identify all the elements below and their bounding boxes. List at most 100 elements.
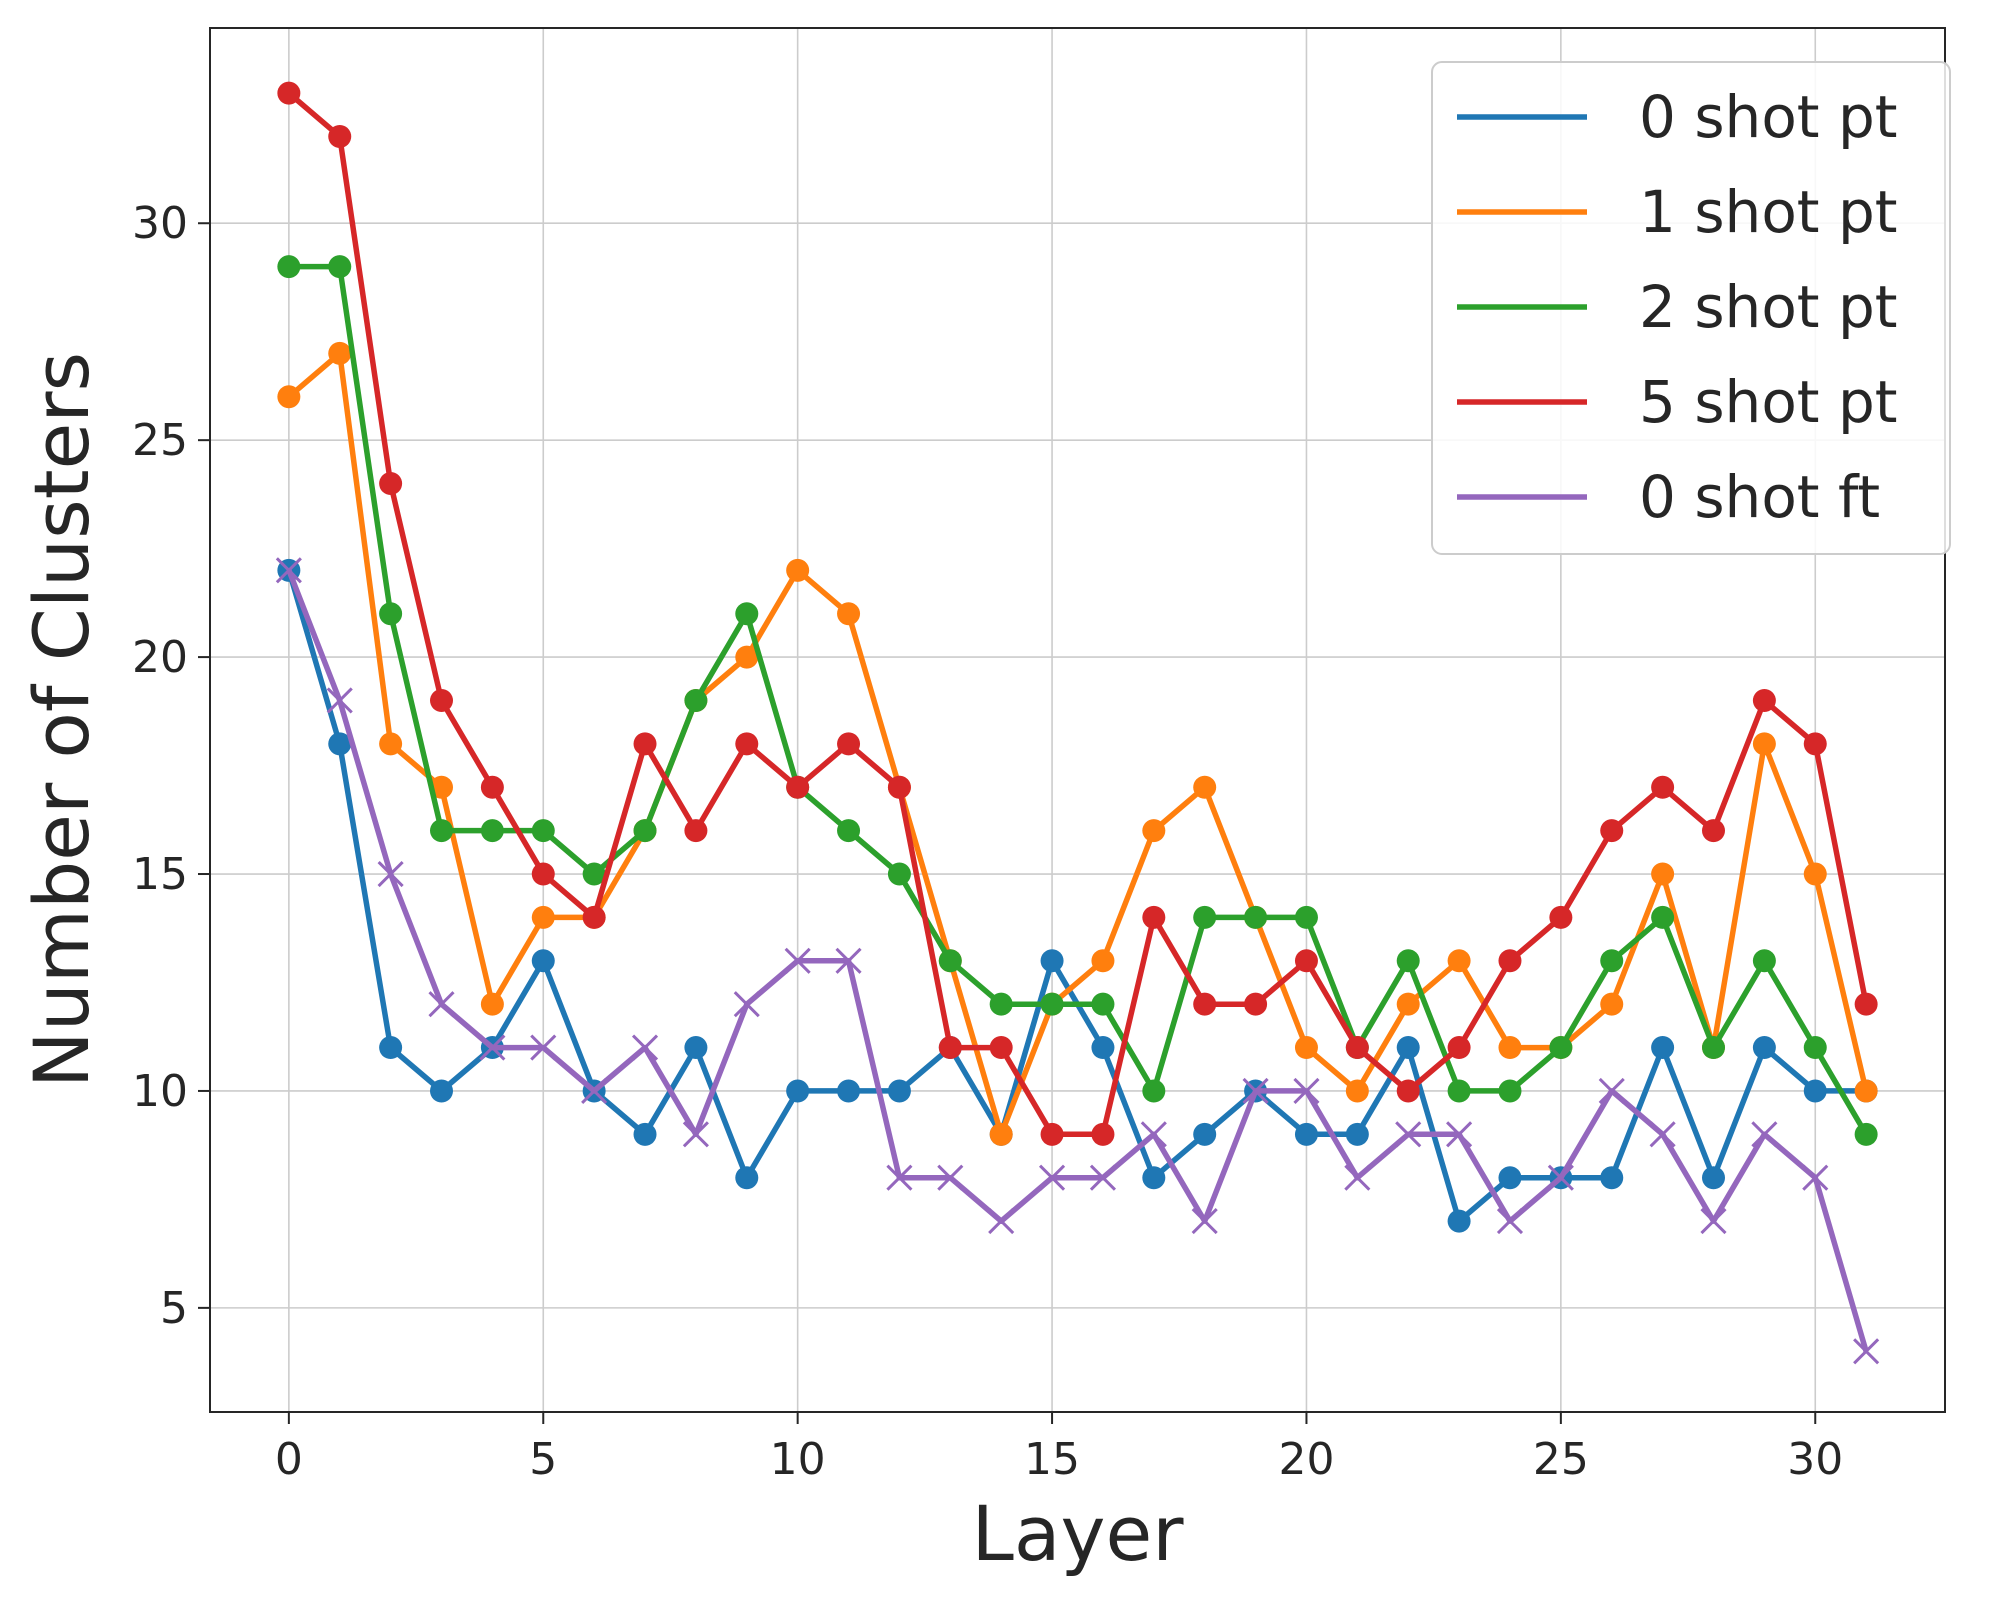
data-point — [277, 255, 301, 279]
data-point — [430, 1079, 454, 1103]
data-point-x — [1853, 1338, 1880, 1365]
data-point — [1040, 949, 1064, 973]
data-point — [480, 992, 504, 1016]
x-tick-label: 15 — [1024, 1434, 1080, 1485]
data-point-x — [1293, 1077, 1320, 1105]
data-point — [887, 1079, 911, 1103]
data-point — [1142, 1166, 1166, 1190]
data-point — [633, 1122, 657, 1146]
data-point-x — [326, 687, 353, 714]
data-point — [1498, 1036, 1522, 1060]
data-point — [1294, 1036, 1318, 1060]
data-point — [684, 819, 708, 843]
data-point — [1803, 1036, 1827, 1060]
x-tick-label: 10 — [770, 1434, 826, 1485]
data-point — [887, 775, 911, 799]
data-point — [1193, 905, 1217, 929]
y-tick-label: 25 — [132, 415, 188, 466]
data-point-x — [1496, 1208, 1524, 1235]
y-axis-title: Number of Clusters — [17, 352, 106, 1088]
data-point — [1244, 905, 1268, 929]
data-point — [633, 732, 657, 756]
data-point — [938, 949, 962, 973]
data-point-x — [937, 1164, 964, 1191]
data-point — [1040, 1122, 1064, 1146]
data-point — [1600, 1166, 1624, 1190]
legend-label: 5 shot pt — [1639, 368, 1898, 436]
series-group — [275, 81, 1880, 1365]
y-tick-label: 20 — [132, 632, 188, 683]
data-point — [1447, 949, 1471, 973]
data-point-x — [275, 557, 302, 584]
data-point — [1651, 1036, 1675, 1060]
data-point-x — [1547, 1164, 1574, 1191]
legend-label: 0 shot pt — [1639, 83, 1898, 151]
legend-item: 2 shot pt — [1457, 273, 1898, 341]
data-point — [1854, 1079, 1878, 1103]
data-point — [1091, 1122, 1115, 1146]
data-point-x — [1700, 1208, 1727, 1235]
data-point — [379, 602, 403, 626]
x-tick-label: 0 — [275, 1434, 303, 1485]
data-point-x — [988, 1208, 1015, 1235]
data-point — [1701, 819, 1725, 843]
data-point — [786, 775, 810, 799]
data-point — [837, 819, 861, 843]
data-point — [582, 862, 606, 886]
data-point — [582, 905, 606, 929]
data-point — [531, 905, 555, 929]
data-point — [1040, 992, 1064, 1016]
data-point — [989, 992, 1013, 1016]
data-point-x — [428, 991, 455, 1018]
data-point — [480, 819, 504, 843]
data-point — [1752, 949, 1776, 973]
x-tick-label: 30 — [1787, 1434, 1843, 1485]
legend-label: 1 shot pt — [1639, 178, 1898, 246]
data-point — [1447, 1209, 1471, 1233]
data-point — [1752, 732, 1776, 756]
legend-label: 2 shot pt — [1639, 273, 1898, 341]
data-point — [1142, 905, 1166, 929]
data-point — [1091, 992, 1115, 1016]
y-tick-label: 5 — [160, 1283, 188, 1334]
data-point — [1091, 949, 1115, 973]
data-point-x — [1242, 1077, 1269, 1105]
data-point — [531, 949, 555, 973]
data-point — [531, 819, 555, 843]
data-point — [1142, 1079, 1166, 1103]
series-4 — [275, 557, 1880, 1365]
data-point-x — [733, 991, 760, 1018]
data-point — [277, 81, 301, 105]
tick-labels: 0 5 10 15 20 25 30 5 10 15 20 25 30 — [132, 198, 1843, 1485]
data-point — [1396, 1079, 1420, 1103]
data-point-x — [1751, 1121, 1778, 1148]
data-point-x — [1598, 1077, 1625, 1105]
data-point — [1651, 905, 1675, 929]
data-point — [735, 645, 759, 669]
y-tick-label: 30 — [132, 198, 188, 249]
data-point — [887, 862, 911, 886]
data-point — [684, 1036, 708, 1060]
data-point — [1854, 992, 1878, 1016]
data-point — [1294, 1122, 1318, 1146]
data-point — [1803, 732, 1827, 756]
data-point — [379, 1036, 403, 1060]
data-point — [1396, 949, 1420, 973]
data-point — [1294, 949, 1318, 973]
data-point — [735, 602, 759, 626]
data-point-x — [377, 860, 404, 888]
data-point — [1701, 1036, 1725, 1060]
legend-item: 1 shot pt — [1457, 178, 1898, 246]
data-point — [1803, 1079, 1827, 1103]
data-point-x — [1089, 1164, 1117, 1191]
data-point-x — [1191, 1208, 1218, 1235]
data-point-x — [1649, 1121, 1676, 1148]
data-point-x — [1395, 1121, 1422, 1148]
x-tick-label: 5 — [529, 1434, 557, 1485]
data-point — [1651, 862, 1675, 886]
data-point — [786, 558, 810, 582]
data-point-x — [479, 1034, 506, 1061]
data-point — [277, 385, 301, 409]
data-point-x — [1038, 1164, 1066, 1191]
legend-box — [1431, 61, 1951, 555]
